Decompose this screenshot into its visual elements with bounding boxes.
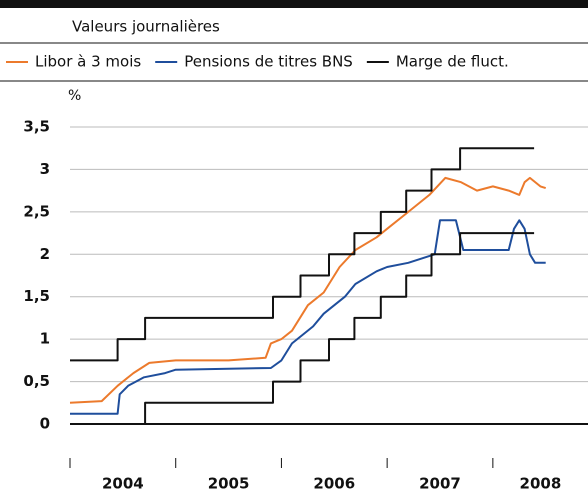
y-tick-label: 2,5 bbox=[23, 202, 50, 220]
y-tick-label: 1 bbox=[40, 330, 50, 348]
y-tick-label: 3 bbox=[40, 160, 50, 178]
y-unit: % bbox=[68, 88, 81, 104]
y-tick-label: 3,5 bbox=[23, 118, 50, 136]
subtitle: Valeurs journalières bbox=[72, 18, 220, 36]
series-line bbox=[70, 219, 546, 415]
y-tick-label: 2 bbox=[40, 245, 50, 263]
y-tick-label: 1,5 bbox=[23, 287, 50, 305]
top-bar bbox=[0, 0, 588, 8]
series-line bbox=[70, 147, 535, 425]
legend-label: Marge de fluct. bbox=[396, 53, 509, 71]
x-tick-label: 2008 bbox=[520, 475, 562, 492]
x-tick-label: 2004 bbox=[102, 475, 144, 492]
x-tick-label: 2007 bbox=[419, 475, 461, 492]
x-tick-label: 2006 bbox=[313, 475, 355, 492]
y-tick-label: 0 bbox=[40, 415, 50, 433]
legend-label: Libor à 3 mois bbox=[35, 53, 141, 71]
legend-label: Pensions de titres BNS bbox=[184, 53, 353, 71]
y-tick-label: 0,5 bbox=[23, 372, 50, 390]
x-tick-label: 2005 bbox=[208, 475, 250, 492]
